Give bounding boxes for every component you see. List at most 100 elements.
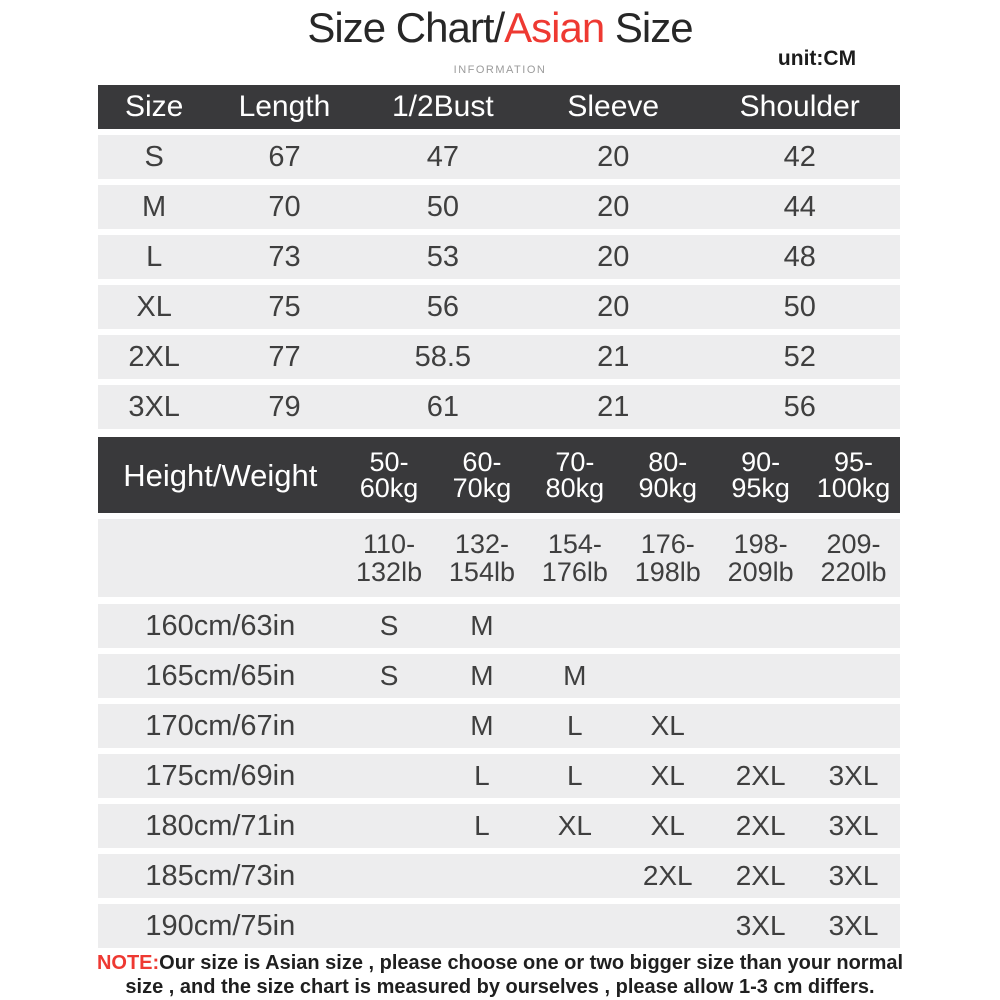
fit-cell: 2XL (735, 760, 786, 791)
page-title: Size Chart/Asian Size (0, 4, 1000, 52)
fit-cell: 3XL (828, 910, 879, 941)
fit-cell: 3XL (828, 860, 879, 891)
shoulder-cell: 44 (783, 190, 816, 223)
fit-cell: L (567, 760, 583, 791)
fit-cell: M (563, 660, 587, 691)
bust-cell: 53 (426, 240, 459, 273)
fit-cell: 3XL (828, 760, 879, 791)
col-header-weight-5: 90- 95kg (731, 446, 790, 503)
lb-cell: 209- 220lb (820, 528, 887, 587)
col-header-weight-1: 50- 60kg (359, 446, 419, 503)
measurement-header-row: Size Length 1/2Bust Sleeve Shoulder (98, 85, 900, 129)
title-part2: Size (604, 4, 694, 51)
fit-cell: M (470, 610, 494, 641)
sleeve-cell: 20 (597, 140, 630, 173)
size-cell: 3XL (128, 390, 180, 423)
length-cell: 73 (268, 240, 301, 273)
size-cell: L (146, 240, 163, 273)
length-cell: 77 (268, 340, 301, 373)
height-label: 165cm/65in (145, 659, 296, 692)
sleeve-cell: 21 (597, 340, 630, 373)
bust-cell: 58.5 (414, 340, 472, 373)
height-label: 160cm/63in (145, 609, 296, 642)
fit-cell: XL (557, 810, 592, 841)
bust-cell: 56 (426, 290, 459, 323)
length-cell: 79 (268, 390, 301, 423)
table-row: 3XL 79 61 21 56 (98, 385, 900, 429)
shoulder-cell: 48 (783, 240, 816, 273)
height-label: 190cm/75in (145, 909, 296, 942)
lb-cell: 132- 154lb (448, 528, 515, 587)
col-header-weight-6: 95- 100kg (816, 446, 891, 503)
table-row: 160cm/63in S M (98, 604, 900, 648)
sleeve-cell: 20 (597, 290, 630, 323)
col-header-length: Length (238, 90, 331, 123)
note-line-2: size , and the size chart is measured by… (125, 976, 875, 998)
shoulder-cell: 52 (783, 340, 816, 373)
fit-cell: L (474, 760, 490, 791)
bust-cell: 47 (426, 140, 459, 173)
bust-cell: 50 (426, 190, 459, 223)
pounds-row: 110- 132lb 132- 154lb 154- 176lb 176- 19… (98, 519, 900, 597)
length-cell: 75 (268, 290, 301, 323)
fit-cell: 2XL (735, 860, 786, 891)
shoulder-cell: 50 (783, 290, 816, 323)
fit-guide-table: Height/Weight 50- 60kg 60- 70kg 70- 80kg… (98, 437, 900, 954)
fit-cell: M (470, 710, 494, 741)
fit-cell: L (474, 810, 490, 841)
shoulder-cell: 42 (783, 140, 816, 173)
col-header-size: Size (124, 90, 184, 123)
table-row: 165cm/65in S M M (98, 654, 900, 698)
unit-label: unit:CM (777, 47, 857, 70)
sleeve-cell: 20 (597, 240, 630, 273)
information-subtitle: INFORMATION (453, 64, 547, 76)
title-part1: Size Chart/ (307, 4, 505, 51)
height-label: 170cm/67in (145, 709, 296, 742)
fit-cell: 3XL (828, 810, 879, 841)
sleeve-cell: 21 (597, 390, 630, 423)
note-line-1: NOTE:Our size is Asian size , please cho… (0, 951, 1000, 975)
size-cell: XL (136, 290, 172, 323)
note-label: NOTE: (96, 952, 160, 974)
fit-cell: 2XL (735, 810, 786, 841)
height-label: 175cm/69in (145, 759, 296, 792)
col-header-shoulder: Shoulder (739, 90, 860, 123)
measurement-table: Size Length 1/2Bust Sleeve Shoulder S 67… (98, 85, 900, 435)
col-header-height-weight: Height/Weight (123, 457, 318, 493)
col-header-weight-2: 60- 70kg (452, 446, 512, 503)
fit-cell: S (379, 610, 399, 641)
size-note: NOTE:Our size is Asian size , please cho… (0, 951, 1000, 999)
fit-cell: XL (650, 710, 685, 741)
table-row: 185cm/73in 2XL 2XL 3XL (98, 854, 900, 898)
size-cell: M (142, 190, 167, 223)
fit-cell: S (379, 660, 399, 691)
bust-cell: 61 (426, 390, 459, 423)
table-row: M 70 50 20 44 (98, 185, 900, 229)
fit-cell: 2XL (642, 860, 693, 891)
sleeve-cell: 20 (597, 190, 630, 223)
shoulder-cell: 56 (783, 390, 816, 423)
table-row: 180cm/71in L XL XL 2XL 3XL (98, 804, 900, 848)
fit-cell: 3XL (735, 910, 786, 941)
table-row: S 67 47 20 42 (98, 135, 900, 179)
length-cell: 67 (268, 140, 301, 173)
fit-cell: XL (650, 810, 685, 841)
table-row: 190cm/75in 3XL 3XL (98, 904, 900, 948)
size-cell: S (144, 140, 164, 173)
table-row: XL 75 56 20 50 (98, 285, 900, 329)
table-row: 2XL 77 58.5 21 52 (98, 335, 900, 379)
title-accent: Asian (504, 4, 605, 51)
lb-cell: 176- 198lb (634, 528, 701, 587)
lb-cell: 198- 209lb (727, 528, 794, 587)
col-header-weight-4: 80- 90kg (638, 446, 697, 503)
col-header-bust: 1/2Bust (391, 90, 494, 123)
length-cell: 70 (268, 190, 301, 223)
fit-cell: XL (650, 760, 685, 791)
fit-cell: L (567, 710, 583, 741)
lb-cell: 154- 176lb (541, 528, 608, 587)
lb-cell: 110- 132lb (356, 528, 423, 587)
fit-cell: M (470, 660, 494, 691)
note-text-1: Our size is Asian size , please choose o… (159, 952, 904, 974)
size-cell: 2XL (128, 340, 180, 373)
